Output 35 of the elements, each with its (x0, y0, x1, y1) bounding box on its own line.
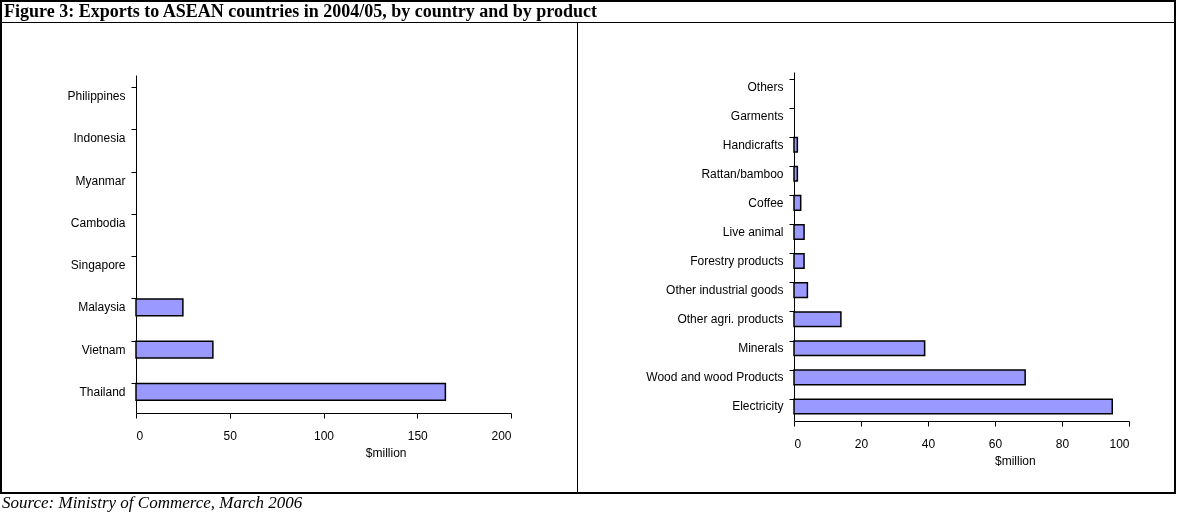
y-tick-label: Coffee (748, 195, 784, 210)
y-tick-label: Vietnam (81, 342, 126, 357)
x-tick-label: 40 (921, 436, 936, 451)
x-axis-title: $million (365, 445, 407, 460)
x-tick-label: 80 (1055, 436, 1070, 451)
y-tick-label: Forestry products (690, 254, 784, 269)
y-tick-label: Electricity (732, 399, 784, 414)
y-tick-label: Handicrafts (722, 137, 784, 152)
y-tick-label: Thailand (79, 384, 126, 399)
chart-title: Figure 3: Exports to ASEAN countries in 2004/05, by country and by product (4, 1, 597, 22)
y-tick-label: Myanmar (75, 173, 126, 188)
y-tick-label: Indonesia (73, 131, 126, 146)
x-tick-label: 100 (1109, 436, 1130, 451)
y-tick-label: Other industrial goods (666, 283, 784, 298)
y-tick-label: Garments (730, 108, 784, 123)
x-tick-label: 20 (854, 436, 869, 451)
y-tick-label: Rattan/bamboo (701, 166, 784, 181)
y-tick-label: Minerals (738, 341, 784, 356)
x-tick-label: 200 (491, 428, 512, 443)
y-tick-label: Others (747, 79, 784, 94)
y-tick-label: Other agri. products (677, 312, 784, 327)
source-note: Source: Ministry of Commerce, March 2006 (2, 493, 303, 513)
x-tick-label: 150 (407, 428, 429, 443)
y-tick-label: Cambodia (70, 215, 126, 230)
x-tick-label: 60 (988, 436, 1003, 451)
y-tick-label: Singapore (70, 258, 126, 273)
y-tick-label: Malaysia (78, 300, 126, 315)
x-axis-title: $million (995, 453, 1036, 468)
x-tick-label: 0 (136, 428, 144, 443)
x-tick-label: 100 (313, 428, 335, 443)
y-tick-label: Wood and wood Products (646, 370, 784, 385)
y-tick-label: Live animal (722, 224, 784, 239)
x-tick-label: 0 (794, 436, 802, 451)
x-tick-label: 50 (223, 428, 238, 443)
y-tick-label: Philippines (67, 89, 126, 104)
